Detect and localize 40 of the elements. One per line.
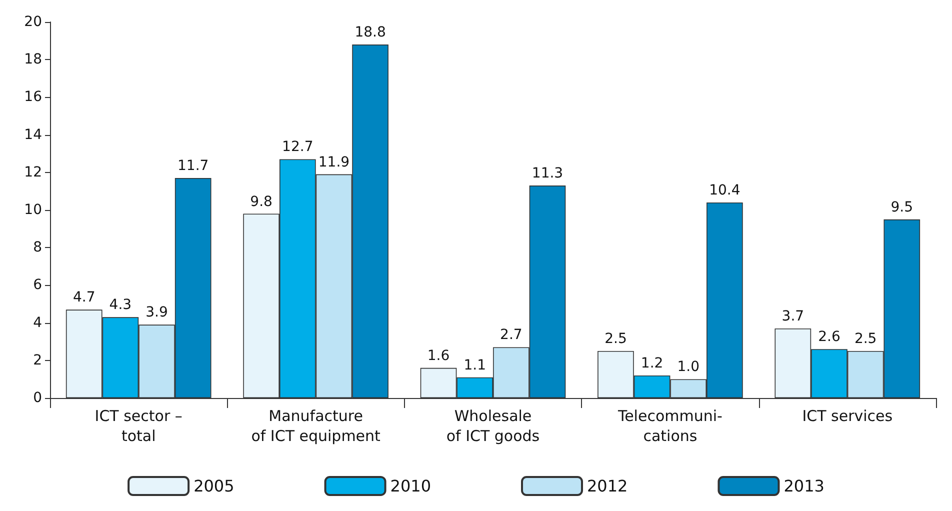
y-tick-label: 8 — [33, 240, 42, 256]
data-label: 1.2 — [640, 355, 664, 372]
y-tick-label: 6 — [33, 277, 42, 294]
legend-label: 2010 — [390, 476, 431, 496]
data-label: 2.6 — [818, 329, 840, 346]
data-label: 4.3 — [109, 297, 132, 314]
x-tick-label: ICT sector – total — [94, 407, 182, 445]
data-label: 4.7 — [72, 290, 96, 306]
x-tick-label: ICT services — [802, 407, 893, 425]
x-tick-label: Telecommuni- cations — [616, 407, 722, 445]
y-tick-label: 12 — [24, 164, 42, 180]
data-label: 9.8 — [250, 194, 272, 210]
y-tick-label: 0 — [33, 390, 42, 406]
data-label: 11.7 — [178, 158, 209, 174]
data-label: 11.9 — [318, 154, 350, 170]
data-label: 3.9 — [146, 304, 168, 321]
legend-label: 2012 — [587, 476, 628, 496]
data-label: 11.3 — [532, 166, 564, 182]
data-label: 10.4 — [709, 182, 740, 198]
x-tick-label: Wholesale of ICT goods — [446, 407, 540, 445]
legend-label: 2013 — [784, 476, 824, 496]
y-tick-label: 18 — [24, 52, 42, 68]
y-tick-label: 16 — [24, 89, 42, 106]
data-label: 2.5 — [604, 331, 627, 347]
data-label: 1.0 — [677, 359, 700, 376]
data-label: 2.5 — [854, 331, 877, 347]
y-tick-label: 4 — [33, 314, 42, 331]
y-tick-label: 10 — [24, 202, 42, 218]
y-tick-label: 20 — [24, 14, 42, 30]
data-label: 1.1 — [464, 357, 486, 374]
y-tick-label: 2 — [33, 352, 42, 368]
legend-label: 2005 — [194, 476, 234, 496]
data-label: 3.7 — [782, 308, 804, 324]
data-label: 1.6 — [427, 348, 450, 364]
x-tick-label: Manufacture of ICT equipment — [251, 407, 381, 445]
data-label: 12.7 — [282, 139, 314, 156]
data-label: 2.7 — [500, 327, 522, 344]
data-label: 18.8 — [354, 24, 386, 41]
data-label: 9.5 — [890, 199, 914, 216]
y-tick-label: 14 — [24, 126, 42, 143]
